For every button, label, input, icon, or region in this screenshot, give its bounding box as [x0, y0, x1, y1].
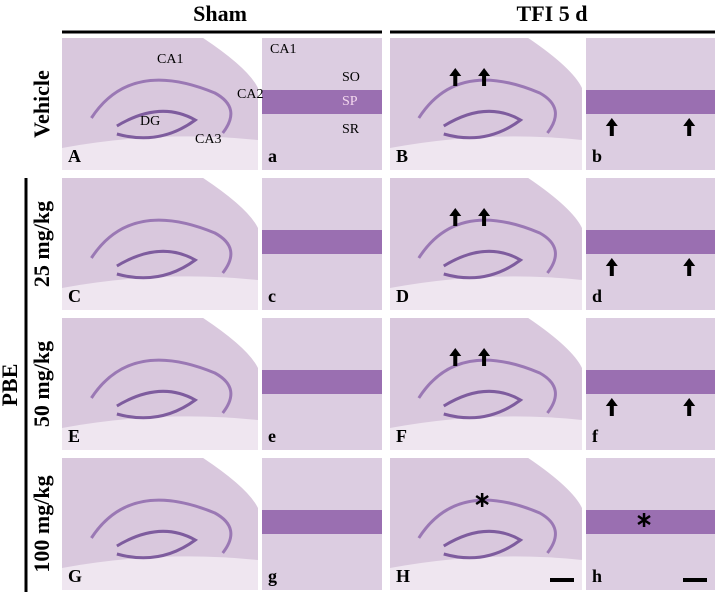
arrow	[478, 348, 491, 366]
ca-layer	[90, 218, 233, 274]
panel-letter: c	[268, 286, 276, 306]
region-label: SR	[342, 122, 360, 137]
ca-layer	[417, 78, 557, 134]
dentate-gyrus	[442, 389, 524, 420]
asterisk	[637, 513, 651, 527]
region-label: SO	[342, 70, 360, 85]
ca-layer	[417, 218, 557, 274]
arrow	[605, 258, 618, 276]
white-matter	[62, 136, 258, 170]
pyramidal-band	[586, 90, 715, 114]
panel-letter: e	[268, 426, 276, 446]
arrow	[478, 208, 491, 226]
ventricle	[203, 178, 258, 228]
ventricle	[528, 38, 582, 88]
panel-letter: G	[68, 566, 82, 586]
column-header: TFI 5 d	[517, 1, 588, 26]
white-matter	[390, 416, 582, 450]
ca-layer	[90, 78, 233, 134]
panel-letter: B	[396, 146, 408, 166]
arrow	[683, 398, 696, 416]
panel-letter: A	[68, 146, 81, 166]
dentate-gyrus	[442, 109, 524, 140]
region-label: CA3	[195, 132, 221, 147]
row-label: 100 mg/kg	[29, 475, 54, 572]
ventricle	[528, 458, 582, 508]
pyramidal-band	[586, 370, 715, 394]
panel-letter: F	[396, 426, 407, 446]
panel-letter: a	[268, 146, 277, 166]
group-label: PBE	[0, 364, 22, 407]
arrow	[449, 68, 462, 86]
panel-letter: b	[592, 146, 602, 166]
region-label: DG	[140, 114, 160, 129]
pyramidal-band	[262, 370, 382, 394]
dentate-gyrus	[116, 389, 199, 420]
white-matter	[390, 136, 582, 170]
ca-layer	[90, 358, 233, 414]
region-label: CA1	[270, 42, 296, 57]
row-label: Vehicle	[29, 70, 54, 138]
panel-letter: D	[396, 286, 409, 306]
ventricle	[203, 318, 258, 368]
white-matter	[62, 556, 258, 590]
arrow	[683, 258, 696, 276]
arrow	[605, 398, 618, 416]
dentate-gyrus	[116, 249, 199, 280]
pyramidal-band	[262, 510, 382, 534]
arrow	[683, 118, 696, 136]
ca-layer	[417, 498, 557, 554]
asterisk	[475, 493, 489, 507]
white-matter	[62, 276, 258, 310]
arrow	[478, 68, 491, 86]
panel-letter: C	[68, 286, 81, 306]
panel-letter: E	[68, 426, 80, 446]
pyramidal-band	[262, 90, 382, 114]
region-label: SP	[342, 94, 358, 109]
region-label: CA1	[157, 52, 183, 67]
ventricle	[203, 38, 258, 88]
panel-letter: H	[396, 566, 410, 586]
pyramidal-band	[262, 230, 382, 254]
dentate-gyrus	[116, 109, 199, 140]
pyramidal-band	[586, 230, 715, 254]
row-label: 50 mg/kg	[29, 341, 54, 427]
row-label: 25 mg/kg	[29, 201, 54, 287]
white-matter	[390, 556, 582, 590]
ventricle	[528, 178, 582, 228]
panel-letter: g	[268, 566, 277, 586]
panel-letter: h	[592, 566, 602, 586]
white-matter	[390, 276, 582, 310]
region-label: CA2	[237, 87, 263, 102]
ca-layer	[417, 358, 557, 414]
arrow	[449, 208, 462, 226]
panel-letter: f	[592, 426, 599, 446]
ventricle	[203, 458, 258, 508]
ca-layer	[90, 498, 233, 554]
ventricle	[528, 318, 582, 368]
column-header: Sham	[193, 1, 247, 26]
arrow	[605, 118, 618, 136]
white-matter	[62, 416, 258, 450]
panel-letter: d	[592, 286, 602, 306]
dentate-gyrus	[116, 529, 199, 560]
arrow	[449, 348, 462, 366]
pyramidal-band	[586, 510, 715, 534]
dentate-gyrus	[442, 529, 524, 560]
dentate-gyrus	[442, 249, 524, 280]
